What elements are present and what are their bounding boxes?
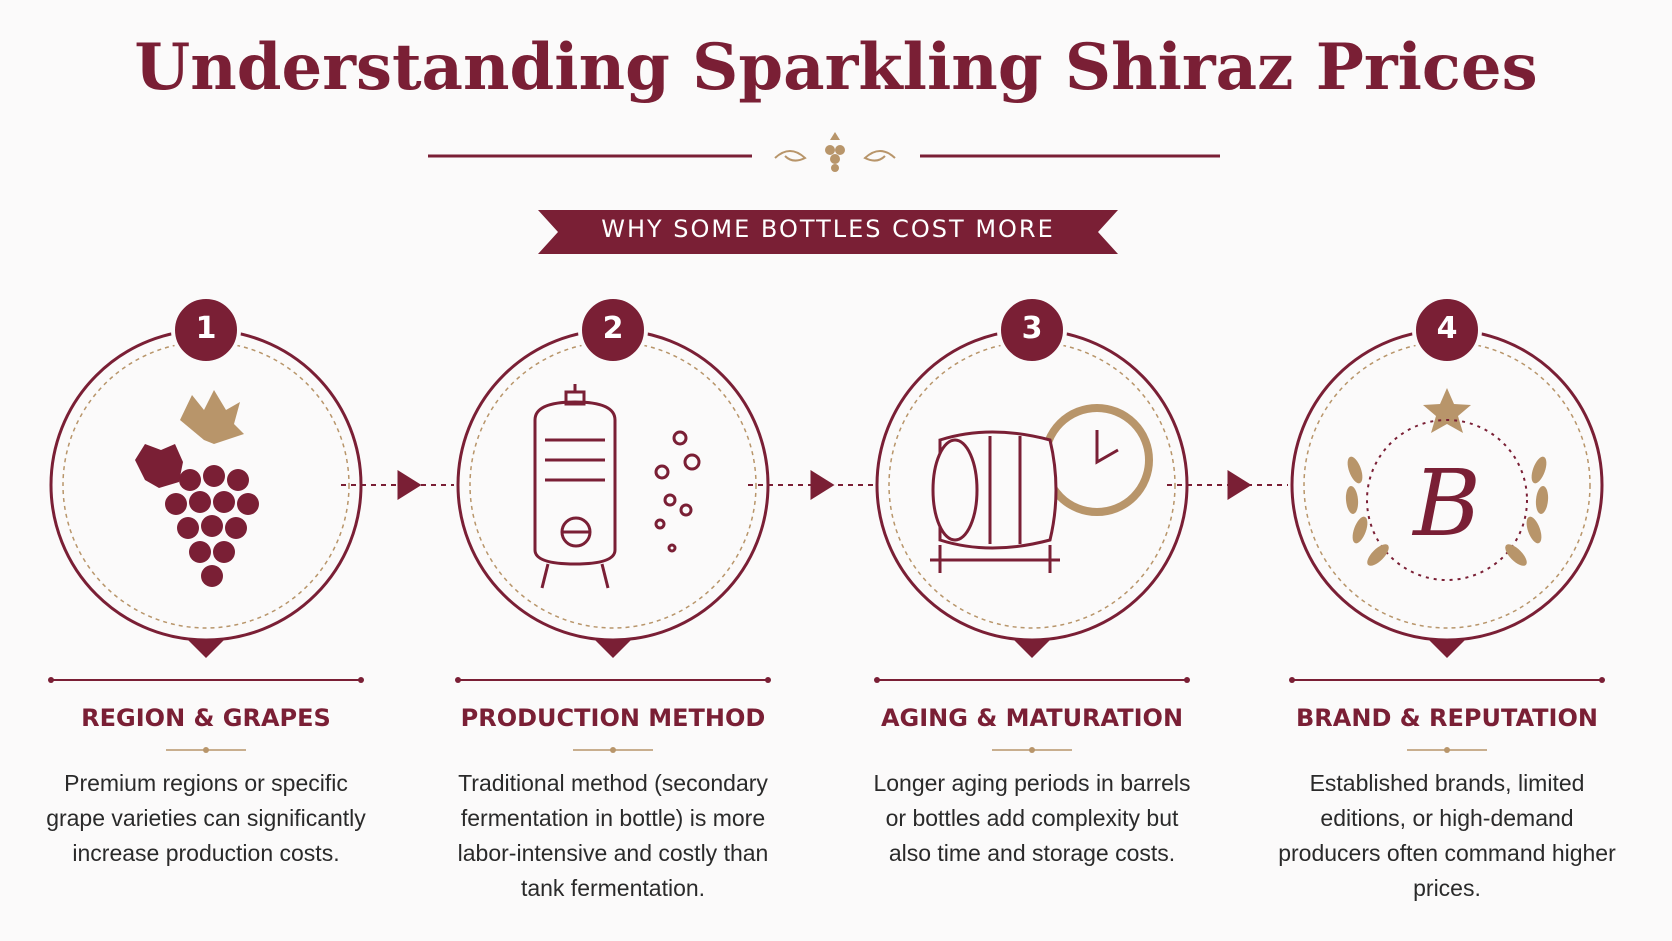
rule-dot [874, 677, 880, 683]
step-text: Longer aging periods in barrels or bottl… [873, 770, 1191, 866]
step-heading: AGING & MATURATION [880, 704, 1184, 732]
banner [538, 210, 1118, 254]
step-inner-ring [469, 341, 757, 629]
rule-dot [1184, 677, 1190, 683]
heading-dot [203, 747, 209, 753]
step-number: 4 [1436, 311, 1458, 346]
rule-dot [765, 677, 771, 683]
step-text: Established brands, limited editions, or… [1278, 770, 1616, 901]
arrow [810, 470, 835, 500]
step-heading: REGION & GRAPES [81, 704, 331, 732]
arrow [1227, 470, 1252, 500]
step-ring [49, 328, 363, 642]
heading-dot [1029, 747, 1035, 753]
step-ring [456, 328, 770, 642]
number-badge [1412, 295, 1482, 365]
barrel-icon [930, 404, 1153, 573]
pointer [188, 640, 224, 658]
rule-dot [1599, 677, 1605, 683]
number-badge [578, 295, 648, 365]
rule-dot [48, 677, 54, 683]
rule-dot [358, 677, 364, 683]
number-badge [997, 295, 1067, 365]
title: Understanding Sparkling Shiraz Prices [134, 30, 1538, 105]
pointer [595, 640, 631, 658]
banner-text: WHY SOME BOTTLES COST MORE [601, 215, 1055, 243]
svg-text:B: B [1411, 450, 1481, 557]
step-number: 1 [195, 311, 217, 346]
heading-dot [610, 747, 616, 753]
ornament [774, 132, 896, 172]
arrow [397, 470, 422, 500]
pointer [1014, 640, 1050, 658]
heading-dot [1444, 747, 1450, 753]
step-text: Traditional method (secondary fermentati… [457, 770, 769, 901]
step-number: 3 [1021, 311, 1043, 346]
grapes-icon [135, 390, 259, 587]
tank-icon [533, 384, 701, 589]
rule-dot [455, 677, 461, 683]
step-text: Premium regions or specific grape variet… [46, 770, 366, 866]
rule-dot [1289, 677, 1295, 683]
step-number: 2 [602, 311, 624, 346]
pointer [1429, 640, 1465, 658]
step-heading: BRAND & REPUTATION [1296, 704, 1598, 732]
number-badge [171, 295, 241, 365]
brand-icon: B [1345, 388, 1549, 581]
step-heading: PRODUCTION METHOD [460, 704, 766, 732]
